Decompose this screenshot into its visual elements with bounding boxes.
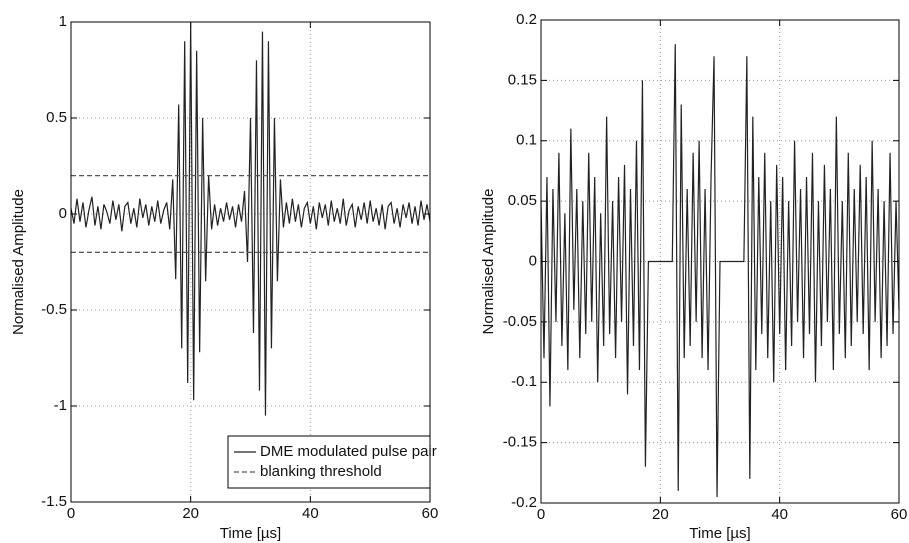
- x-tick-label: 40: [302, 505, 319, 522]
- x-axis-label: Time [µs]: [689, 525, 750, 542]
- legend-label: DME modulated pulse pair: [260, 443, 437, 460]
- plot-frame: [540, 19, 900, 504]
- y-tick-label: 1: [59, 13, 67, 30]
- legend: DME modulated pulse pair blanking thresho…: [227, 435, 437, 489]
- y-axis-label: Normalised Amplitude: [10, 189, 27, 335]
- y-tick-label: -0.2: [511, 494, 537, 511]
- y-tick-label: -0.1: [511, 373, 537, 390]
- y-tick-label: -0.15: [503, 434, 537, 451]
- x-tick-label: 40: [771, 506, 788, 523]
- x-tick-label: 60: [891, 506, 908, 523]
- y-tick-label: -1.5: [41, 493, 67, 510]
- y-tick-label: -0.5: [41, 301, 67, 318]
- legend-label: blanking threshold: [260, 463, 382, 480]
- x-axis-label: Time [µs]: [220, 525, 281, 542]
- legend-box: [227, 435, 431, 489]
- x-tick-label: 0: [537, 506, 545, 523]
- x-tick-label: 20: [182, 505, 199, 522]
- y-tick-label: 0.1: [516, 132, 537, 149]
- y-tick-label: 0: [59, 205, 67, 222]
- y-tick-label: 0.15: [508, 71, 537, 88]
- y-tick-label: 0.05: [508, 192, 537, 209]
- signal-line: [540, 44, 900, 497]
- y-tick-label: -0.05: [503, 313, 537, 330]
- y-tick-label: 0.2: [516, 11, 537, 28]
- x-tick-label: 0: [67, 505, 75, 522]
- y-tick-label: 0: [529, 252, 537, 269]
- x-tick-label: 60: [422, 505, 439, 522]
- y-tick-label: -1: [54, 397, 67, 414]
- signal-line: [70, 21, 431, 416]
- plot-frame: [70, 21, 431, 503]
- x-tick-label: 20: [652, 506, 669, 523]
- y-axis-label: Normalised Amplitude: [480, 189, 497, 335]
- y-tick-label: 0.5: [46, 109, 67, 126]
- plot-area: [71, 22, 430, 502]
